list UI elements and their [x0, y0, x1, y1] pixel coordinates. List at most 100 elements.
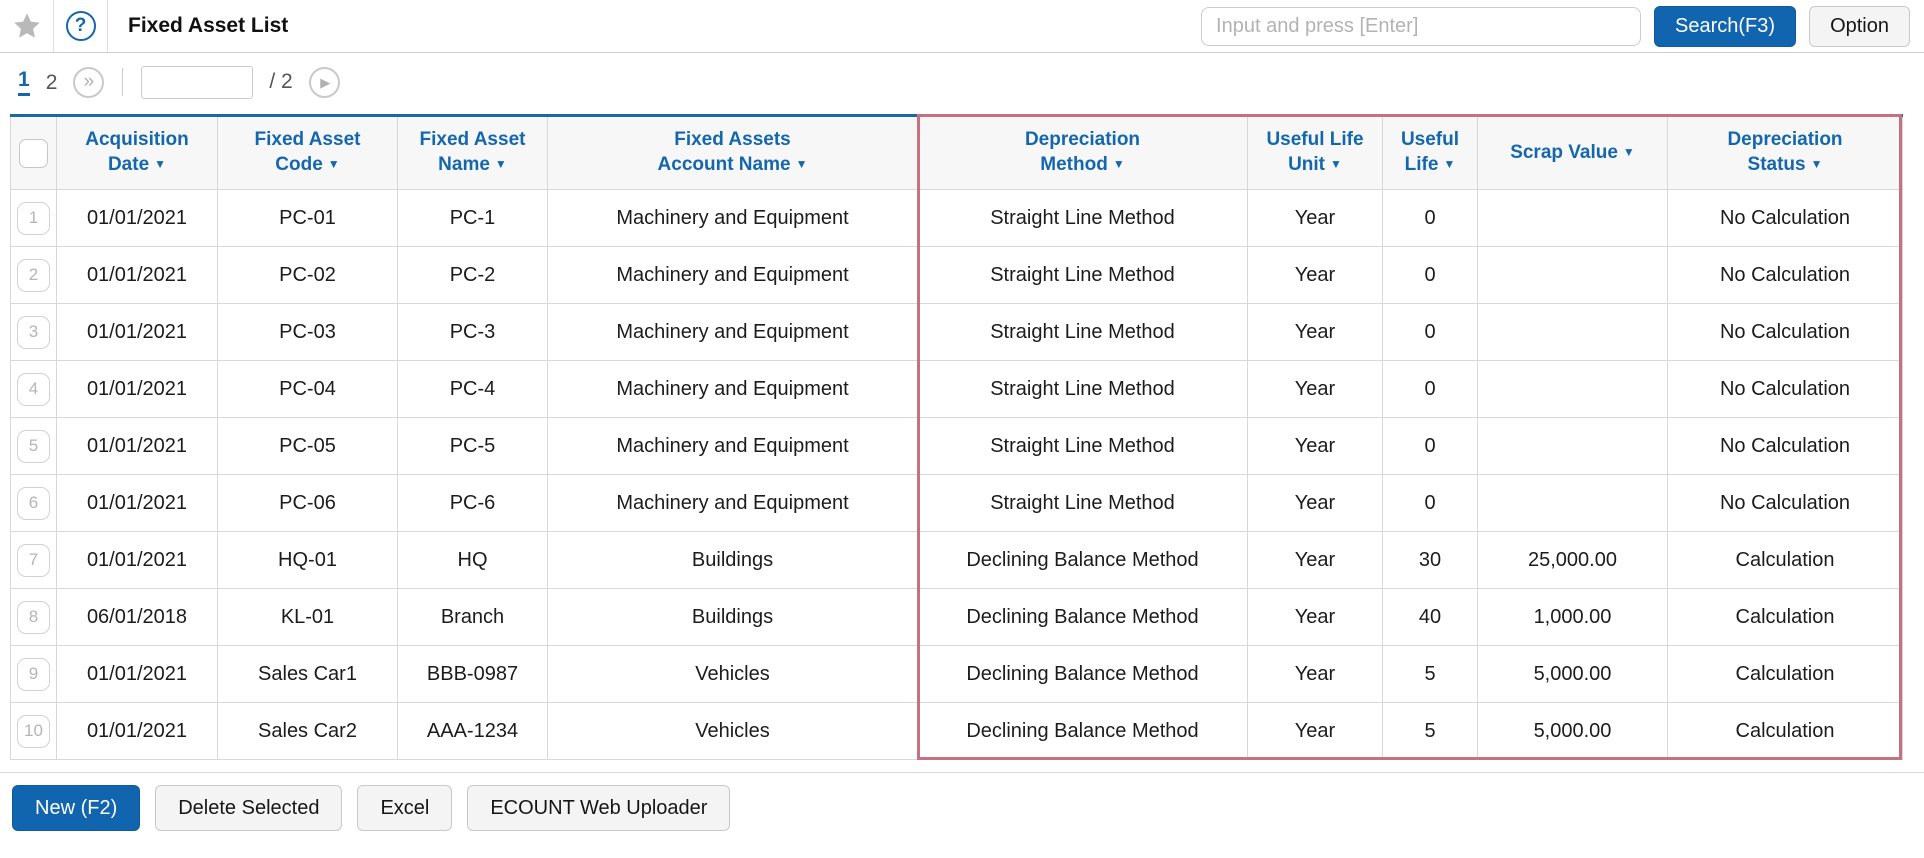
column-header-useful-life[interactable]: Useful Life ▼ [1382, 115, 1478, 190]
next-pages-button[interactable]: » [73, 66, 105, 98]
column-header-useful-life-unit[interactable]: Useful Life Unit ▼ [1247, 115, 1383, 190]
cell-scrap-value: 5,000.00 [1477, 645, 1668, 703]
cell-fixed-asset-name[interactable]: PC-5 [397, 417, 548, 475]
column-header-account-name[interactable]: Fixed Assets Account Name ▼ [547, 115, 918, 190]
column-header-fixed-asset-code[interactable]: Fixed Asset Code ▼ [217, 115, 398, 190]
cell-fixed-asset-name[interactable]: AAA-1234 [397, 702, 548, 760]
row-number-cell: 5 [10, 417, 57, 475]
cell-fixed-asset-code[interactable]: KL-01 [217, 588, 398, 646]
cell-scrap-value: 5,000.00 [1477, 702, 1668, 760]
cell-scrap-value: 25,000.00 [1477, 531, 1668, 589]
row-number-badge: 3 [17, 315, 50, 349]
cell-depreciation-method: Straight Line Method [917, 417, 1248, 475]
select-all-checkbox[interactable] [19, 138, 48, 168]
cell-useful-life: 5 [1382, 645, 1478, 703]
column-header-acquisition-date[interactable]: Acquisition Date ▼ [56, 115, 218, 190]
option-button[interactable]: Option [1809, 5, 1910, 47]
cell-depreciation-status: No Calculation [1667, 246, 1903, 304]
sort-triangle-down-icon: ▼ [1330, 157, 1342, 171]
cell-acquisition-date: 01/01/2021 [56, 531, 218, 589]
cell-useful-life: 0 [1382, 246, 1478, 304]
column-header-fixed-asset-name[interactable]: Fixed Asset Name ▼ [397, 115, 548, 190]
row-number-badge: 9 [17, 657, 50, 691]
sort-triangle-down-icon: ▼ [795, 157, 808, 171]
cell-fixed-asset-code[interactable]: PC-04 [217, 360, 398, 418]
cell-fixed-asset-name[interactable]: HQ [397, 531, 548, 589]
cell-fixed-asset-name[interactable]: Branch [397, 588, 548, 646]
table-row: 1 01/01/2021 PC-01 PC-1 Machinery and Equipm… [10, 189, 1903, 247]
cell-acquisition-date: 01/01/2021 [56, 645, 218, 703]
column-label: Fixed Asset Code [254, 129, 361, 175]
cell-fixed-asset-name[interactable]: PC-2 [397, 246, 548, 304]
cell-depreciation-status: Calculation [1667, 702, 1903, 760]
column-label: Depreciation Method [1024, 129, 1141, 175]
sort-triangle-down-icon: ▼ [1443, 157, 1456, 171]
cell-depreciation-status: No Calculation [1667, 303, 1903, 361]
column-label: Useful Life Unit [1266, 129, 1364, 175]
cell-fixed-asset-code[interactable]: PC-03 [217, 303, 398, 361]
cell-scrap-value [1477, 303, 1668, 361]
cell-fixed-asset-code[interactable]: PC-05 [217, 417, 398, 475]
cell-depreciation-status: No Calculation [1667, 474, 1903, 532]
new-button[interactable]: New (F2) [12, 785, 141, 831]
table-row: 6 01/01/2021 PC-06 PC-6 Machinery and Equipm… [10, 474, 1903, 532]
go-to-page-button[interactable]: ▶ [308, 66, 340, 98]
cell-fixed-asset-code[interactable]: PC-06 [217, 474, 398, 532]
column-header-scrap-value[interactable]: Scrap Value ▼ [1477, 115, 1668, 190]
sort-triangle-down-icon: ▼ [327, 157, 340, 171]
page-link-1[interactable]: 1 [18, 69, 30, 96]
cell-depreciation-method: Straight Line Method [917, 303, 1248, 361]
table-row: 7 01/01/2021 HQ-01 HQ Buildings Declining Bal… [10, 531, 1903, 589]
cell-useful-life-unit: Year [1247, 303, 1383, 361]
page-title: Fixed Asset List [128, 14, 289, 37]
cell-fixed-asset-code[interactable]: PC-01 [217, 189, 398, 247]
row-number-badge: 1 [17, 201, 50, 235]
cell-acquisition-date: 01/01/2021 [56, 417, 218, 475]
play-icon: ▶ [320, 74, 331, 90]
cell-account-name: Machinery and Equipment [547, 360, 918, 418]
cell-account-name: Machinery and Equipment [547, 303, 918, 361]
cell-account-name: Machinery and Equipment [547, 417, 918, 475]
cell-depreciation-method: Straight Line Method [917, 360, 1248, 418]
divider [122, 68, 124, 96]
sort-triangle-down-icon: ▼ [1622, 144, 1635, 159]
cell-depreciation-method: Straight Line Method [917, 189, 1248, 247]
cell-useful-life-unit: Year [1247, 360, 1383, 418]
cell-fixed-asset-name[interactable]: PC-4 [397, 360, 548, 418]
cell-acquisition-date: 01/01/2021 [56, 702, 218, 760]
search-input[interactable] [1201, 6, 1642, 46]
cell-useful-life-unit: Year [1247, 417, 1383, 475]
cell-fixed-asset-name[interactable]: PC-1 [397, 189, 548, 247]
column-header-depreciation-status[interactable]: Depreciation Status ▼ [1667, 115, 1903, 190]
ecount-web-uploader-button[interactable]: ECOUNT Web Uploader [467, 785, 731, 831]
page-link-2[interactable]: 2 [45, 70, 58, 94]
column-label: Depreciation Status [1727, 129, 1843, 175]
cell-fixed-asset-code[interactable]: Sales Car1 [217, 645, 398, 703]
cell-scrap-value: 1,000.00 [1477, 588, 1668, 646]
excel-button[interactable]: Excel [357, 785, 453, 831]
help-button[interactable]: ? [54, 0, 108, 52]
cell-depreciation-method: Declining Balance Method [917, 645, 1248, 703]
favorite-button[interactable] [0, 0, 54, 52]
cell-account-name: Machinery and Equipment [547, 474, 918, 532]
table-row: 9 01/01/2021 Sales Car1 BBB-0987 Vehicles Dec… [10, 645, 1903, 703]
cell-fixed-asset-code[interactable]: Sales Car2 [217, 702, 398, 760]
fixed-asset-table: Acquisition Date ▼ Fixed Asset Code ▼ Fixed … [10, 114, 1903, 760]
sort-triangle-down-icon: ▼ [1810, 157, 1823, 171]
cell-fixed-asset-name[interactable]: PC-3 [397, 303, 548, 361]
column-header-depreciation-method[interactable]: Depreciation Method ▼ [917, 115, 1248, 190]
table-row: 5 01/01/2021 PC-05 PC-5 Machinery and Equipm… [10, 417, 1903, 475]
cell-depreciation-method: Declining Balance Method [917, 588, 1248, 646]
delete-selected-button[interactable]: Delete Selected [155, 785, 343, 831]
page-number-input[interactable] [141, 65, 254, 99]
cell-fixed-asset-name[interactable]: PC-6 [397, 474, 548, 532]
cell-useful-life-unit: Year [1247, 531, 1383, 589]
cell-acquisition-date: 01/01/2021 [56, 246, 218, 304]
cell-fixed-asset-code[interactable]: PC-02 [217, 246, 398, 304]
cell-fixed-asset-name[interactable]: BBB-0987 [397, 645, 548, 703]
search-button[interactable]: Search(F3) [1654, 5, 1797, 47]
cell-fixed-asset-code[interactable]: HQ-01 [217, 531, 398, 589]
cell-account-name: Machinery and Equipment [547, 189, 918, 247]
footer-toolbar: New (F2) Delete Selected Excel ECOUNT We… [0, 772, 1924, 831]
cell-useful-life-unit: Year [1247, 702, 1383, 760]
